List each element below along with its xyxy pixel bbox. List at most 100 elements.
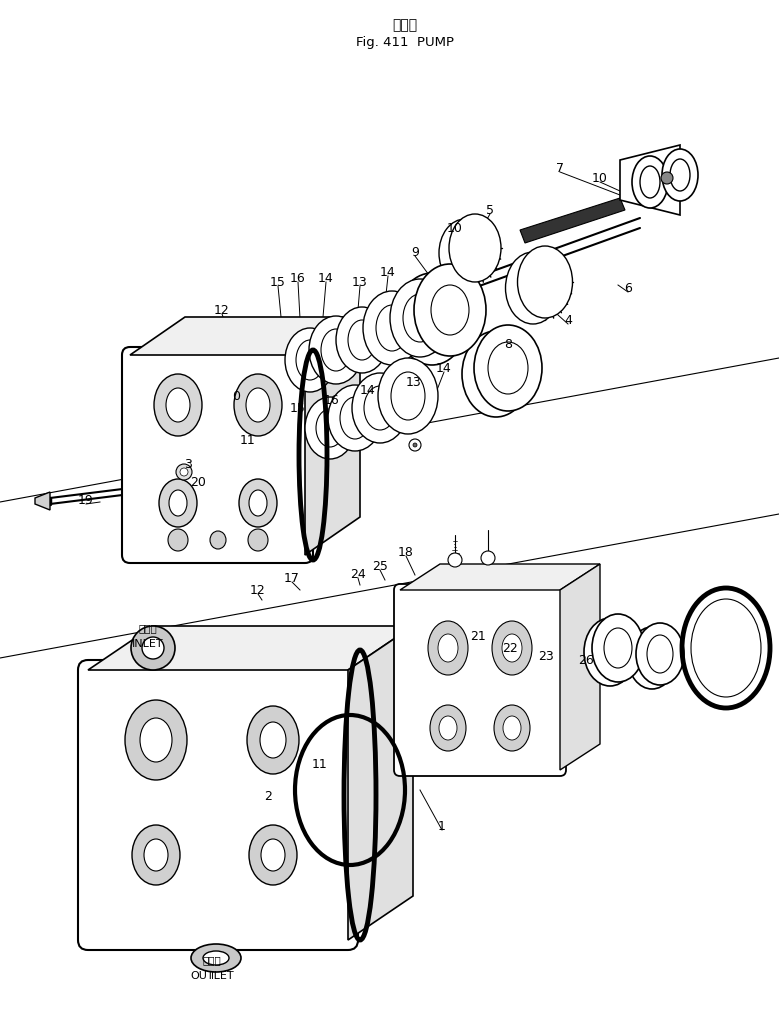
- Ellipse shape: [246, 388, 270, 422]
- Polygon shape: [130, 317, 360, 355]
- Text: 10: 10: [592, 172, 608, 185]
- Ellipse shape: [428, 621, 468, 675]
- Ellipse shape: [662, 149, 698, 201]
- Ellipse shape: [348, 320, 376, 360]
- Ellipse shape: [248, 529, 268, 551]
- Ellipse shape: [132, 825, 180, 885]
- Ellipse shape: [474, 325, 542, 411]
- FancyBboxPatch shape: [122, 347, 313, 563]
- Text: 16: 16: [290, 272, 306, 285]
- Ellipse shape: [168, 529, 188, 551]
- Text: 14: 14: [436, 362, 452, 375]
- Ellipse shape: [203, 951, 229, 965]
- FancyBboxPatch shape: [394, 584, 566, 776]
- Ellipse shape: [640, 166, 660, 198]
- Ellipse shape: [636, 623, 684, 685]
- Ellipse shape: [592, 614, 644, 682]
- Polygon shape: [35, 492, 50, 510]
- Ellipse shape: [378, 358, 438, 434]
- Ellipse shape: [210, 531, 226, 549]
- Text: 5: 5: [486, 203, 494, 216]
- Ellipse shape: [430, 705, 466, 751]
- Text: INLET: INLET: [132, 639, 164, 649]
- Text: 13: 13: [406, 376, 422, 389]
- Ellipse shape: [309, 316, 363, 384]
- Circle shape: [661, 172, 673, 184]
- Ellipse shape: [462, 331, 530, 417]
- Text: 7: 7: [556, 162, 564, 175]
- Polygon shape: [88, 626, 413, 670]
- Text: 26: 26: [578, 653, 594, 667]
- Text: OUTLET: OUTLET: [190, 971, 234, 981]
- Ellipse shape: [328, 385, 382, 451]
- Ellipse shape: [492, 621, 532, 675]
- Ellipse shape: [169, 490, 187, 516]
- Text: 4: 4: [564, 313, 572, 326]
- Text: 14: 14: [360, 384, 376, 397]
- Ellipse shape: [142, 637, 164, 659]
- Ellipse shape: [249, 490, 267, 516]
- Ellipse shape: [517, 246, 573, 318]
- Text: 6: 6: [624, 282, 632, 295]
- Polygon shape: [560, 564, 600, 770]
- Ellipse shape: [140, 718, 172, 762]
- Ellipse shape: [247, 706, 299, 774]
- Polygon shape: [520, 198, 625, 243]
- Text: 吸込口: 吸込口: [139, 623, 157, 633]
- Ellipse shape: [632, 156, 668, 208]
- Ellipse shape: [285, 328, 335, 392]
- Ellipse shape: [125, 700, 187, 780]
- Ellipse shape: [647, 635, 673, 673]
- Text: 11: 11: [312, 758, 328, 771]
- Text: 12: 12: [214, 303, 230, 316]
- Ellipse shape: [131, 626, 175, 670]
- Ellipse shape: [159, 479, 197, 527]
- Ellipse shape: [316, 409, 344, 447]
- Ellipse shape: [396, 273, 468, 365]
- Text: 8: 8: [504, 337, 512, 350]
- Text: ポンプ: ポンプ: [393, 18, 418, 32]
- Text: 20: 20: [190, 476, 206, 489]
- Ellipse shape: [321, 329, 351, 371]
- Ellipse shape: [376, 305, 408, 351]
- Ellipse shape: [364, 386, 396, 430]
- Ellipse shape: [234, 374, 282, 436]
- Text: 12: 12: [250, 584, 266, 597]
- Ellipse shape: [439, 219, 491, 287]
- Text: 10: 10: [447, 221, 463, 234]
- Text: Fig. 411  PUMP: Fig. 411 PUMP: [356, 36, 454, 49]
- Ellipse shape: [249, 825, 297, 885]
- Polygon shape: [620, 145, 680, 215]
- Ellipse shape: [691, 599, 761, 697]
- Ellipse shape: [506, 252, 561, 324]
- Ellipse shape: [439, 716, 457, 740]
- Ellipse shape: [363, 291, 421, 365]
- Text: 25: 25: [372, 560, 388, 573]
- Text: 17: 17: [284, 572, 300, 585]
- Ellipse shape: [628, 627, 676, 689]
- Ellipse shape: [670, 159, 690, 191]
- Text: 18: 18: [398, 545, 414, 559]
- Ellipse shape: [305, 397, 355, 459]
- Text: 24: 24: [350, 568, 366, 581]
- Ellipse shape: [296, 340, 324, 380]
- Circle shape: [448, 553, 462, 567]
- Text: 13: 13: [352, 276, 368, 289]
- Ellipse shape: [584, 618, 636, 686]
- Ellipse shape: [191, 944, 241, 972]
- Polygon shape: [348, 626, 413, 940]
- Ellipse shape: [340, 397, 370, 439]
- Ellipse shape: [260, 722, 286, 758]
- Ellipse shape: [391, 372, 425, 420]
- Circle shape: [409, 439, 421, 451]
- Circle shape: [481, 551, 495, 565]
- Text: 3: 3: [184, 458, 192, 471]
- Polygon shape: [305, 317, 360, 556]
- Ellipse shape: [449, 214, 501, 282]
- Text: 23: 23: [538, 649, 554, 663]
- Text: 9: 9: [411, 245, 419, 259]
- Ellipse shape: [503, 716, 521, 740]
- Ellipse shape: [431, 285, 469, 335]
- Text: 2: 2: [264, 790, 272, 803]
- Text: 0: 0: [232, 390, 240, 403]
